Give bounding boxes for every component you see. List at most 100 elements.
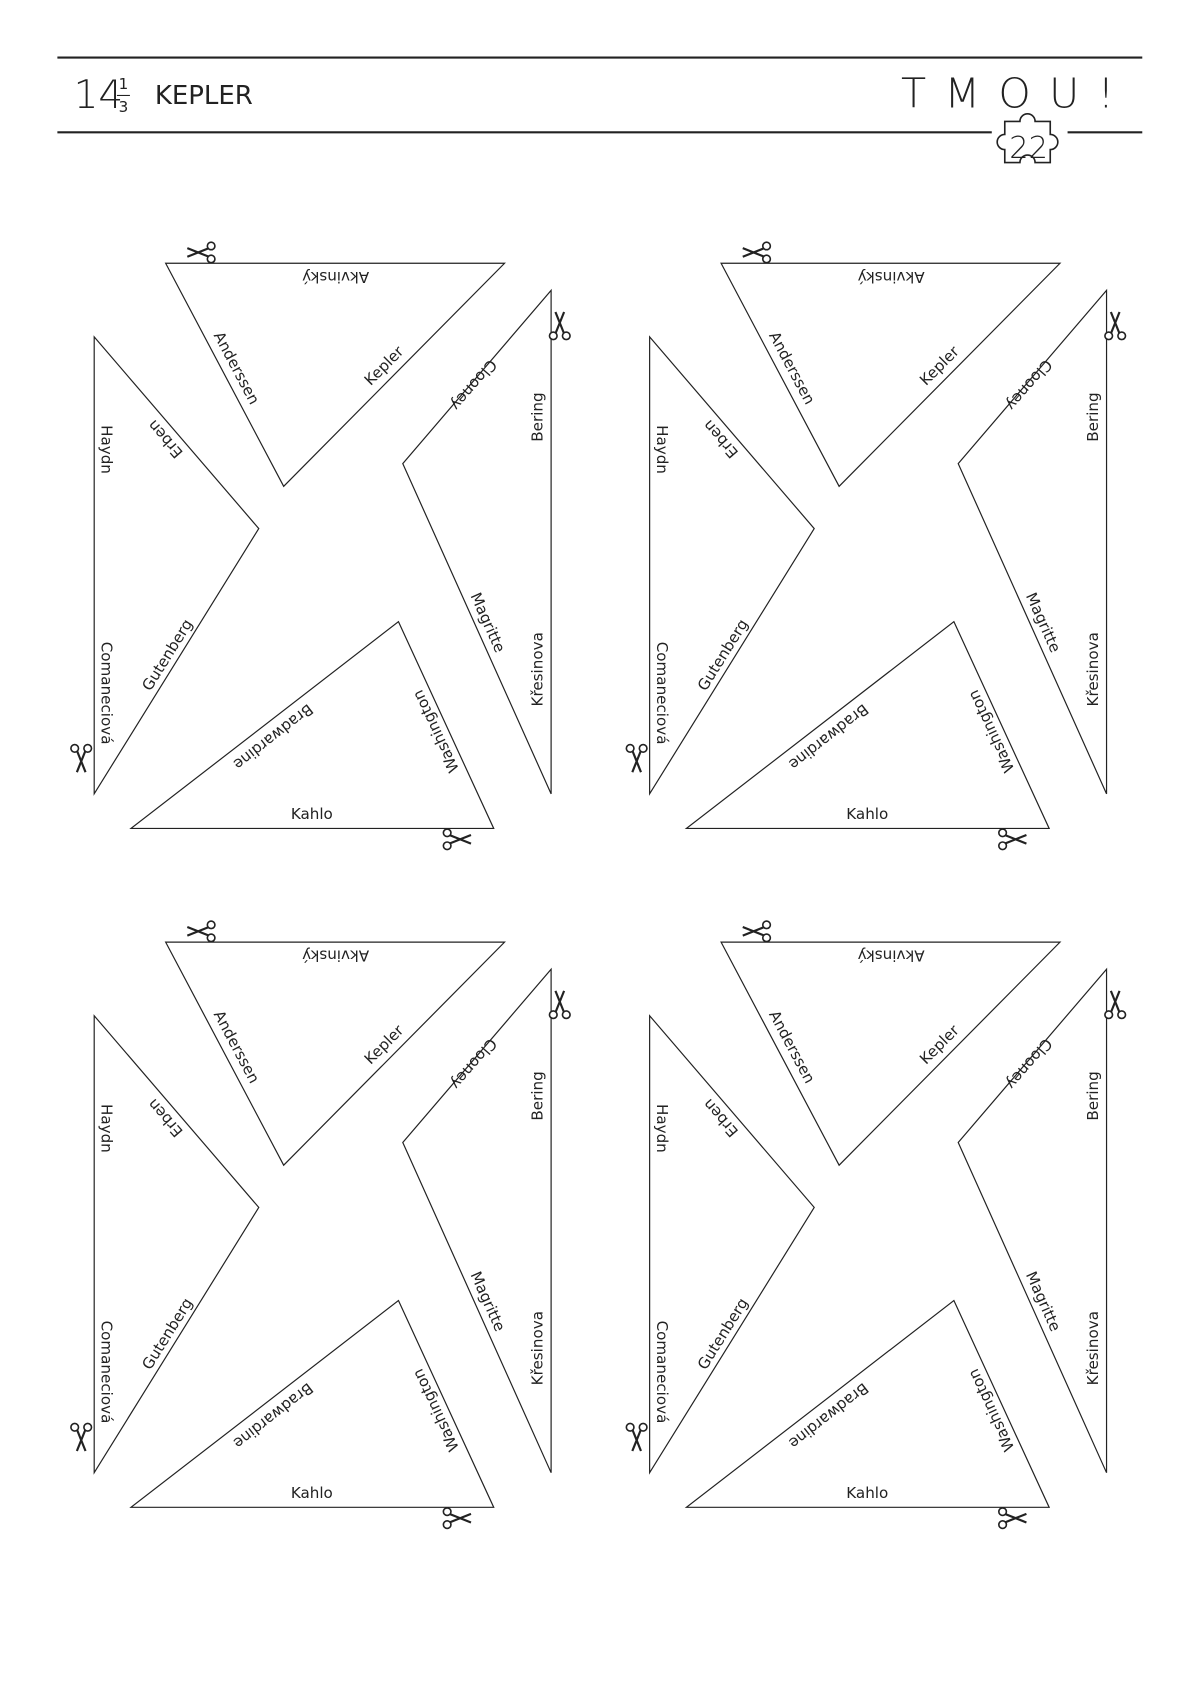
triangle-piece bbox=[164, 941, 506, 1167]
triangle-piece bbox=[164, 262, 506, 488]
scissors-blade bbox=[742, 925, 765, 937]
scissors-icon bbox=[742, 920, 772, 943]
scissors-blade bbox=[631, 750, 642, 773]
edge-label: Bradwardine bbox=[785, 1379, 872, 1452]
scissors-handle bbox=[638, 1422, 648, 1432]
edge-label: Gutenberg bbox=[694, 616, 752, 694]
edge-label: Bering bbox=[1084, 1071, 1102, 1120]
edge-label: Kahlo bbox=[846, 805, 888, 823]
edge-label: Clooney bbox=[1002, 356, 1056, 414]
edge-label: Clooney bbox=[1002, 1035, 1056, 1093]
scissors-handle bbox=[625, 743, 635, 753]
scissors-icon bbox=[442, 1507, 472, 1530]
scissors-icon bbox=[625, 1422, 648, 1452]
scissors-handle bbox=[1117, 331, 1127, 341]
scissors-handle bbox=[1104, 331, 1114, 341]
edge-label: Bradwardine bbox=[230, 1379, 317, 1452]
panels: Akvinský Anderssen Kepler Haydn Erben Comanec… bbox=[70, 241, 1127, 1530]
scissors-handle bbox=[206, 920, 216, 930]
edge-label: Clooney bbox=[447, 1035, 501, 1093]
scissors-icon bbox=[998, 1507, 1027, 1530]
scissors-blade bbox=[1004, 1512, 1027, 1524]
edge-label: Křesinova bbox=[529, 1311, 547, 1385]
edge-label: Kahlo bbox=[846, 1484, 888, 1502]
edge-label: Kahlo bbox=[291, 1484, 333, 1502]
scissors-icon bbox=[1104, 311, 1127, 341]
scissors-handle bbox=[561, 331, 571, 341]
scissors-icon bbox=[548, 311, 571, 341]
edge-label: Gutenberg bbox=[138, 616, 196, 694]
edge-label: Akvinský bbox=[858, 947, 925, 965]
scissors-icon bbox=[1104, 990, 1127, 1020]
scissors-handle bbox=[1104, 1010, 1114, 1020]
edge-label: Magritte bbox=[1022, 1269, 1064, 1334]
edge-label: Comaneciová bbox=[98, 642, 116, 745]
edge-label: Washington bbox=[964, 1366, 1018, 1454]
scissors-handle bbox=[1117, 1010, 1127, 1020]
fraction-numerator: 1 bbox=[119, 75, 129, 93]
puzzle-panel: Akvinský Anderssen Kepler Haydn Erben Comanec… bbox=[70, 920, 571, 1530]
scissors-handle bbox=[761, 920, 772, 930]
edge-label: Křesinova bbox=[1084, 632, 1102, 706]
puzzle-panel: Akvinský Anderssen Kepler Haydn Erben Comanec… bbox=[625, 241, 1127, 851]
edge-label: Haydn bbox=[98, 1104, 116, 1153]
edge-label: Gutenberg bbox=[694, 1295, 752, 1373]
scissors-handle bbox=[442, 1520, 452, 1530]
edge-label: Magritte bbox=[467, 1269, 509, 1334]
scissors-handle bbox=[548, 331, 558, 341]
scissors-handle bbox=[998, 828, 1008, 838]
scissors-icon bbox=[625, 743, 648, 773]
edge-label: Křesinova bbox=[529, 632, 547, 706]
puzzle-badge bbox=[996, 113, 1059, 164]
puzzle-panel: Akvinský Anderssen Kepler Haydn Erben Comanec… bbox=[625, 920, 1127, 1530]
triangle-piece bbox=[402, 288, 552, 795]
edge-label: Kepler bbox=[916, 1021, 963, 1068]
edge-label: Comaneciová bbox=[653, 642, 671, 745]
scissors-icon bbox=[186, 920, 216, 943]
scissors-handle bbox=[206, 254, 216, 264]
edge-label: Kepler bbox=[361, 1021, 408, 1068]
edge-label: Washington bbox=[964, 687, 1018, 775]
edge-label: Křesinova bbox=[1084, 1311, 1102, 1385]
edge-label: Erben bbox=[144, 416, 187, 461]
scissors-handle bbox=[761, 241, 772, 251]
edge-label: Erben bbox=[699, 416, 742, 461]
scissors-handle bbox=[998, 1507, 1008, 1517]
triangle-piece bbox=[93, 1014, 260, 1475]
scissors-blade bbox=[631, 1428, 642, 1452]
scissors-icon bbox=[70, 743, 93, 773]
triangle-piece bbox=[684, 1299, 1051, 1508]
triangle-piece bbox=[957, 967, 1108, 1473]
puzzle-panel: Akvinský Anderssen Kepler Haydn Erben Comanec… bbox=[70, 241, 571, 851]
edge-label: Haydn bbox=[653, 1104, 671, 1153]
scissors-handle bbox=[548, 1010, 558, 1020]
scissors-handle bbox=[83, 1422, 93, 1432]
header: 14 1 3 KEPLER TMOU! 22 bbox=[57, 56, 1143, 166]
scissors-icon bbox=[442, 828, 472, 851]
edge-label: Bradwardine bbox=[230, 700, 317, 773]
edge-label: Magritte bbox=[1022, 590, 1064, 655]
scissors-blade bbox=[186, 247, 210, 258]
scissors-handle bbox=[998, 1520, 1008, 1530]
triangle-piece bbox=[402, 967, 552, 1473]
scissors-handle bbox=[83, 743, 93, 753]
triangle-piece bbox=[93, 335, 260, 796]
scissors-handle bbox=[442, 1507, 452, 1517]
scissors-blade bbox=[75, 1428, 87, 1452]
scissors-handle bbox=[206, 933, 216, 943]
scissors-icon bbox=[998, 828, 1027, 851]
scissors-handle bbox=[70, 743, 80, 753]
scissors-blade bbox=[448, 833, 472, 845]
fraction-denominator: 3 bbox=[119, 98, 129, 116]
badge-number: 22 bbox=[1009, 131, 1048, 166]
scissors-handle bbox=[206, 241, 216, 251]
scissors-handle bbox=[442, 828, 452, 838]
scissors-handle bbox=[761, 254, 772, 264]
edge-label: Anderssen bbox=[765, 1007, 818, 1086]
scissors-blade bbox=[1109, 311, 1121, 335]
edge-label: Magritte bbox=[467, 590, 509, 655]
edge-label: Erben bbox=[144, 1095, 187, 1140]
edge-label: Kahlo bbox=[291, 805, 333, 823]
triangle-piece bbox=[957, 288, 1108, 795]
